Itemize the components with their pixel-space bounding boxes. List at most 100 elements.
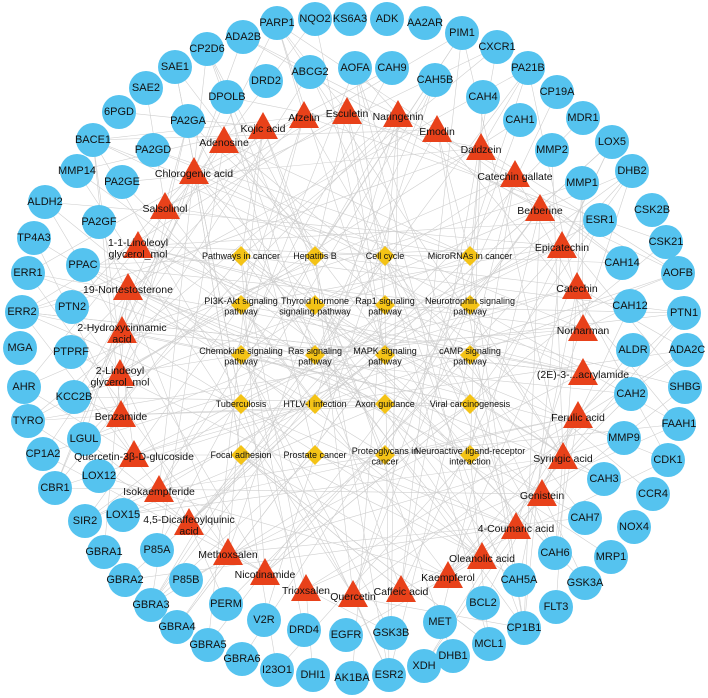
compound-node: Chlorogenic acid: [155, 157, 233, 184]
edge: [345, 556, 483, 636]
pathway-diamond: [375, 445, 395, 465]
target-label: EGFR: [331, 629, 362, 641]
edge: [514, 174, 623, 264]
compound-label: Norharman: [557, 325, 610, 337]
target-circle: [296, 658, 330, 692]
compound-node: Naringenin: [373, 100, 424, 127]
target-label: PA2GD: [135, 144, 172, 156]
edge: [76, 170, 471, 456]
target-label: MCL1: [474, 638, 503, 650]
target-label: FLT3: [544, 601, 569, 613]
compound-node: Oleanolic acid: [449, 542, 515, 569]
edge: [240, 454, 402, 591]
edge: [121, 182, 583, 332]
pathway-node: MicroRNAs in cancer: [428, 246, 512, 266]
edge: [384, 91, 558, 456]
edge: [76, 170, 354, 596]
target-node: KS6A3: [333, 2, 367, 36]
target-circle: [507, 611, 541, 645]
target-node: MDR1: [566, 101, 600, 135]
edge: [263, 454, 316, 621]
edge: [240, 354, 392, 634]
target-node: CAH2: [614, 377, 648, 411]
target-label: ALDH2: [27, 196, 62, 208]
edge: [352, 304, 471, 596]
edge: [469, 454, 543, 495]
compound-label: Ferulic acid: [551, 412, 605, 424]
compound-label: 2-Hydroxycinnamic acid: [77, 322, 166, 346]
target-node: MET: [423, 605, 457, 639]
target-label: GBRA6: [223, 653, 260, 665]
pathway-label-line: Rap1 signaling: [355, 296, 415, 306]
compound-label: Genistein: [520, 490, 565, 502]
pathway-node: Tuberculosis: [216, 394, 267, 414]
target-label: CBR1: [40, 482, 69, 494]
edge: [352, 67, 529, 596]
edge: [127, 287, 605, 480]
compound-node: Berberine: [517, 194, 563, 221]
target-circle: [445, 16, 479, 50]
pathway-node: Cell cycle: [366, 246, 404, 266]
pathway-node: Pathways in cancer: [202, 246, 280, 266]
edge: [469, 354, 556, 554]
target-node: BACE1: [75, 123, 111, 157]
compound-triangle: [562, 272, 592, 299]
pathway-diamond: [305, 394, 325, 414]
target-label: GSK3B: [373, 627, 410, 639]
compound-triangle: [386, 575, 416, 602]
edge: [241, 304, 471, 660]
compound-node: Methoxsalen: [198, 538, 258, 565]
target-label: MDR1: [567, 112, 598, 124]
target-label: LGUL: [70, 433, 99, 445]
target-label: AA2AR: [407, 17, 443, 29]
pathway-diamond: [375, 295, 395, 315]
target-label: CAH3: [589, 473, 618, 485]
pathway-label: Hepatitis B: [293, 251, 337, 261]
compound-label: Trioxsalen: [282, 585, 330, 597]
pathway-node: Viral carcinogenesis: [430, 394, 511, 414]
target-label: DHI1: [300, 669, 325, 681]
target-circle: [260, 653, 294, 687]
pathway-label-line: cancer: [371, 456, 398, 466]
compound-triangle: [213, 538, 243, 565]
edge: [137, 245, 386, 356]
target-node: SAE1: [158, 50, 192, 84]
target-node: SAE2: [129, 71, 163, 105]
compound-node: Ferulic acid: [551, 401, 605, 428]
target-label: PTN2: [58, 301, 86, 313]
target-node: LOX5: [595, 125, 629, 159]
target-label: CAH2: [616, 388, 645, 400]
target-label: MRP1: [596, 551, 627, 563]
edge: [314, 114, 399, 257]
edge: [150, 304, 386, 606]
target-label: CAH14: [604, 257, 639, 269]
edge: [240, 245, 563, 405]
target-circle: [636, 477, 670, 511]
compound-label: Adenosine: [199, 137, 249, 149]
target-label: TYRO: [13, 415, 44, 427]
edge: [120, 403, 386, 416]
edge: [83, 245, 563, 440]
edge: [193, 171, 471, 306]
target-label: TP4A3: [17, 232, 51, 244]
edge: [384, 255, 525, 629]
target-circle: [3, 331, 37, 365]
compound-label: Quercetin: [330, 591, 376, 603]
target-node: GBRA6: [223, 642, 261, 676]
edge: [314, 454, 517, 528]
target-circle: [539, 590, 573, 624]
edge: [276, 22, 564, 458]
target-label: KS6A3: [333, 13, 367, 25]
target-circle: [225, 642, 259, 676]
compound-label: (2E)-3-...acrylamide: [537, 369, 629, 381]
target-label: CP1B1: [507, 622, 542, 634]
target-node: TYRO: [11, 404, 45, 438]
target-circle: [568, 566, 602, 600]
target-label: CAH4: [468, 91, 497, 103]
pathway-node: Prostate cancer: [283, 445, 347, 465]
pathway-label: PI3K-Akt signaling pathway: [204, 296, 278, 316]
compound-node: Afzelin: [288, 101, 320, 128]
target-label: ADA2B: [225, 31, 261, 43]
pathway-label: Chemokine signaling pathway: [199, 346, 283, 366]
